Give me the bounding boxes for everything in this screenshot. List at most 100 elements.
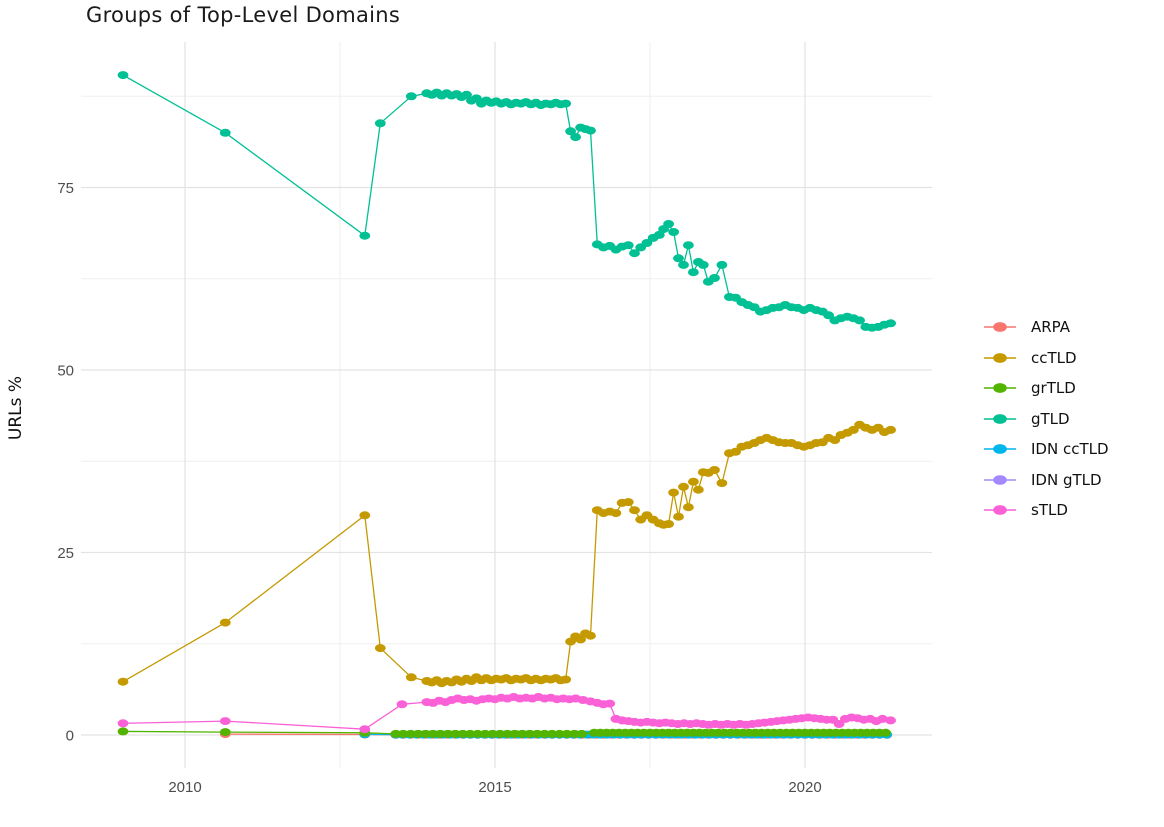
data-point: [663, 520, 674, 528]
data-point: [359, 511, 371, 520]
data-point: [359, 231, 371, 240]
chart-title: Groups of Top-Level Domains: [86, 3, 401, 27]
data-point: [673, 512, 684, 521]
data-point: [663, 220, 674, 228]
data-point: [678, 482, 689, 491]
data-point: [683, 241, 694, 250]
data-point: [405, 92, 417, 101]
data-point: [604, 699, 616, 708]
data-point: [531, 729, 543, 738]
data-point: [688, 477, 699, 486]
data-point: [546, 729, 558, 738]
legend-label: gTLD: [1031, 409, 1070, 428]
legend-label: ARPA: [1031, 318, 1071, 336]
data-point: [442, 729, 454, 738]
data-point: [472, 729, 483, 738]
data-point: [693, 485, 704, 494]
y-axis-title: URLs %: [6, 375, 26, 441]
data-point: [524, 729, 536, 738]
data-point: [117, 71, 129, 80]
data-point: [697, 260, 709, 269]
data-point: [668, 488, 679, 497]
data-point: [833, 720, 845, 728]
data-point: [457, 729, 469, 738]
legend-label: grTLD: [1031, 379, 1076, 397]
legend-label: ccTLD: [1031, 348, 1077, 367]
data-point: [397, 729, 409, 738]
data-point: [117, 719, 129, 728]
data-point: [516, 729, 528, 738]
data-point: [435, 729, 446, 738]
data-point: [560, 675, 572, 684]
data-point: [668, 228, 679, 236]
data-point: [374, 644, 386, 653]
legend-label: sTLD: [1031, 501, 1068, 519]
data-point: [420, 729, 431, 738]
data-point: [673, 254, 684, 263]
legend-key-icon: [984, 444, 1016, 454]
series-line: [122, 74, 891, 329]
data-point: [390, 729, 402, 738]
data-point: [461, 90, 472, 99]
data-point: [117, 727, 129, 736]
data-point: [405, 673, 417, 682]
legend-item-ARPA: ARPA: [982, 318, 1109, 336]
data-point: [678, 260, 689, 269]
legend-label: IDN gTLD: [1031, 470, 1102, 489]
data-point: [885, 716, 896, 725]
data-point: [576, 729, 588, 738]
data-point: [560, 99, 572, 108]
data-point: [688, 268, 699, 277]
data-point: [575, 635, 586, 644]
data-point: [709, 274, 720, 282]
legend-item-sTLD: sTLD: [982, 501, 1109, 519]
data-point: [219, 618, 231, 627]
data-point: [412, 729, 424, 738]
legend-item-IDN-gTLD: IDN gTLD: [982, 471, 1109, 489]
data-point: [487, 729, 498, 738]
x-tick-label: 2010: [168, 779, 201, 796]
legend-key-icon: [984, 322, 1016, 332]
data-point: [561, 729, 573, 738]
x-tick-label: 2015: [478, 779, 511, 796]
legend-item-IDN-ccTLD: IDN ccTLD: [982, 440, 1109, 458]
data-point: [730, 447, 741, 456]
data-point: [449, 729, 461, 738]
y-tick-label: 25: [57, 545, 74, 562]
data-point: [716, 479, 728, 488]
data-point: [829, 436, 841, 445]
series-gTLD: [117, 71, 896, 332]
data-point: [610, 509, 622, 518]
data-point: [219, 728, 231, 737]
data-point: [585, 631, 596, 640]
data-point: [585, 126, 596, 135]
data-point: [854, 316, 865, 325]
data-point: [641, 239, 653, 247]
legend-key-icon: [984, 383, 1016, 393]
data-point: [509, 729, 521, 738]
data-point: [622, 498, 634, 507]
data-point: [502, 729, 513, 738]
data-point: [219, 717, 231, 726]
legend-item-grTLD: grTLD: [982, 379, 1109, 397]
y-tick-label: 50: [57, 363, 74, 380]
data-point: [565, 127, 576, 136]
data-point: [117, 677, 129, 686]
legend-key-icon: [984, 505, 1016, 515]
data-point: [877, 714, 888, 723]
data-point: [709, 466, 720, 474]
data-point: [848, 425, 859, 434]
x-tick-label: 2020: [788, 779, 821, 796]
data-point: [716, 260, 728, 269]
data-point: [396, 700, 408, 709]
data-point: [569, 729, 580, 738]
data-point: [427, 729, 439, 738]
data-point: [405, 729, 417, 738]
data-point: [479, 729, 491, 738]
legend-label: IDN ccTLD: [1031, 440, 1109, 458]
data-point: [464, 729, 476, 738]
legend-item-ccTLD: ccTLD: [982, 349, 1109, 367]
y-tick-label: 75: [57, 180, 74, 197]
data-point: [554, 729, 565, 738]
